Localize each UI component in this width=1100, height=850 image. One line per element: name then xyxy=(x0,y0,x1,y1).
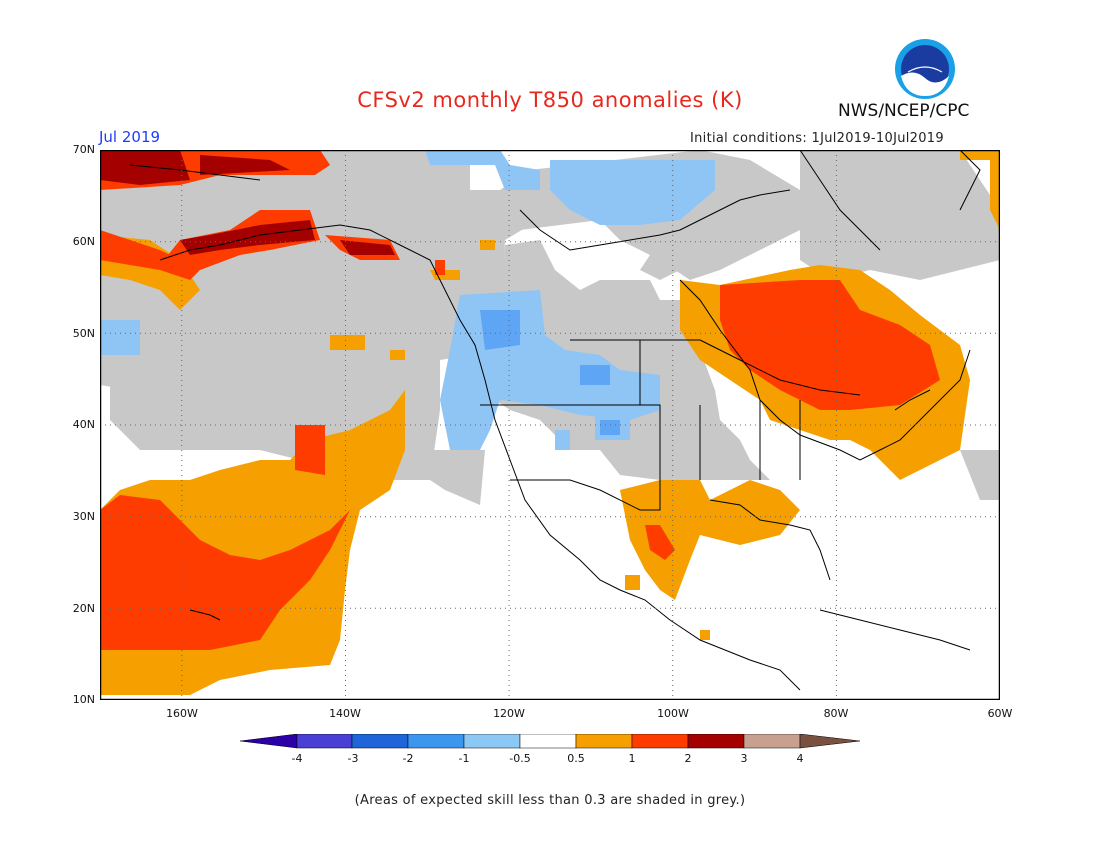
colorbar-segment xyxy=(407,734,465,749)
lon-label: 120W xyxy=(493,707,525,720)
colorbar-segment xyxy=(687,734,745,749)
colorbar xyxy=(240,734,861,749)
lat-label: 50N xyxy=(72,327,95,340)
lon-label: 80W xyxy=(823,707,849,720)
lat-label: 20N xyxy=(72,602,95,615)
noaa-logo-icon xyxy=(895,39,955,99)
initial-conditions-label: Initial conditions: 1Jul2019-10Jul2019 xyxy=(690,131,944,146)
colorbar-label: 4 xyxy=(796,752,804,765)
lat-label: 30N xyxy=(72,510,95,523)
colorbar-segment xyxy=(575,734,633,749)
colorbar-label: 2 xyxy=(684,752,692,765)
colorbar-segment xyxy=(799,734,861,749)
colorbar-label: 3 xyxy=(740,752,748,765)
colorbar-segment xyxy=(296,734,353,749)
colorbar-segment xyxy=(631,734,689,749)
lat-label: 60N xyxy=(72,235,95,248)
colorbar-label: -3 xyxy=(347,752,359,765)
graticule xyxy=(100,150,1000,700)
footnote: (Areas of expected skill less than 0.3 a… xyxy=(354,793,746,808)
colorbar-segment xyxy=(351,734,409,749)
colorbar-label: -4 xyxy=(291,752,303,765)
map-title: CFSv2 monthly T850 anomalies (K) xyxy=(357,88,743,112)
colorbar-label: -1 xyxy=(458,752,470,765)
agency-label: NWS/NCEP/CPC xyxy=(838,101,970,121)
colorbar-segment xyxy=(463,734,521,749)
lon-label: 60W xyxy=(987,707,1013,720)
lon-label: 100W xyxy=(657,707,689,720)
anomaly-map xyxy=(100,150,1000,700)
lon-label: 140W xyxy=(329,707,361,720)
colorbar-label: 1 xyxy=(628,752,636,765)
colorbar-segment xyxy=(743,734,801,749)
lat-label: 40N xyxy=(72,418,95,431)
noaa-logo xyxy=(894,38,956,100)
valid-month-label: Jul 2019 xyxy=(99,128,161,146)
negative-anomaly-areas xyxy=(100,150,715,450)
lat-label: 10N xyxy=(72,693,95,706)
colorbar-label: -0.5 xyxy=(509,752,531,765)
coastlines xyxy=(129,150,981,691)
colorbar-segment xyxy=(240,734,298,749)
lon-label: 160W xyxy=(166,707,198,720)
colorbar-segment xyxy=(519,734,577,749)
colorbar-label: 0.5 xyxy=(567,752,585,765)
lat-label: 70N xyxy=(72,143,95,156)
colorbar-label: -2 xyxy=(402,752,414,765)
